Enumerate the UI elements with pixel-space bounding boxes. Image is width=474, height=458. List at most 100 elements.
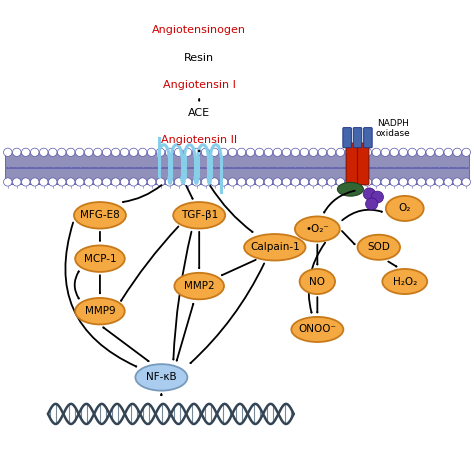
Text: MCP-1: MCP-1 [83, 254, 116, 264]
Text: MMP9: MMP9 [85, 306, 115, 316]
FancyBboxPatch shape [364, 128, 372, 148]
Circle shape [354, 178, 363, 186]
Circle shape [237, 178, 246, 186]
Text: Angiotensin II: Angiotensin II [161, 135, 237, 145]
Text: NADPH
oxidase: NADPH oxidase [375, 119, 410, 138]
Ellipse shape [292, 317, 343, 342]
FancyBboxPatch shape [357, 143, 369, 185]
Circle shape [39, 148, 48, 156]
FancyBboxPatch shape [346, 143, 357, 185]
Circle shape [228, 148, 237, 156]
Text: NO: NO [310, 277, 325, 287]
Circle shape [30, 148, 39, 156]
Circle shape [417, 148, 426, 156]
Circle shape [327, 148, 336, 156]
Circle shape [111, 178, 120, 186]
Circle shape [300, 178, 309, 186]
Circle shape [363, 148, 372, 156]
Circle shape [453, 148, 462, 156]
Text: Resin: Resin [184, 53, 214, 63]
Circle shape [210, 148, 219, 156]
Circle shape [12, 178, 21, 186]
Circle shape [219, 178, 228, 186]
Circle shape [237, 148, 246, 156]
Bar [5, 168, 469, 184]
Circle shape [219, 148, 228, 156]
Circle shape [75, 178, 84, 186]
Circle shape [12, 148, 21, 156]
Ellipse shape [75, 245, 125, 272]
Circle shape [426, 178, 435, 186]
Text: ONOO⁻: ONOO⁻ [298, 324, 337, 334]
Circle shape [426, 148, 435, 156]
Circle shape [399, 178, 408, 186]
Ellipse shape [300, 269, 335, 294]
Ellipse shape [173, 202, 225, 229]
Circle shape [93, 148, 102, 156]
Circle shape [156, 178, 165, 186]
Circle shape [345, 148, 354, 156]
Circle shape [318, 178, 327, 186]
Text: TGF-β1: TGF-β1 [181, 210, 218, 220]
FancyBboxPatch shape [353, 128, 362, 148]
Circle shape [57, 178, 66, 186]
Circle shape [273, 148, 282, 156]
Text: ACE: ACE [188, 108, 210, 118]
Circle shape [165, 178, 174, 186]
Ellipse shape [386, 196, 424, 221]
Circle shape [93, 178, 102, 186]
Circle shape [462, 178, 471, 186]
Circle shape [192, 178, 201, 186]
Circle shape [417, 178, 426, 186]
Circle shape [399, 148, 408, 156]
Circle shape [327, 178, 336, 186]
Circle shape [102, 148, 111, 156]
Circle shape [138, 148, 147, 156]
Circle shape [408, 178, 417, 186]
Text: MMP2: MMP2 [184, 281, 215, 291]
Ellipse shape [136, 364, 187, 391]
Text: MFG-E8: MFG-E8 [80, 210, 120, 220]
Circle shape [390, 148, 399, 156]
Circle shape [21, 178, 30, 186]
FancyBboxPatch shape [343, 128, 351, 148]
Circle shape [129, 148, 138, 156]
Circle shape [246, 178, 255, 186]
Text: Angiotensin I: Angiotensin I [163, 80, 236, 90]
Circle shape [444, 178, 453, 186]
Circle shape [21, 148, 30, 156]
Circle shape [462, 148, 471, 156]
Text: O₂: O₂ [399, 203, 411, 213]
Circle shape [111, 148, 120, 156]
Circle shape [336, 178, 345, 186]
Ellipse shape [295, 217, 340, 241]
Circle shape [129, 178, 138, 186]
Ellipse shape [383, 269, 427, 294]
Circle shape [84, 148, 93, 156]
Circle shape [273, 178, 282, 186]
Circle shape [30, 178, 39, 186]
Circle shape [165, 148, 174, 156]
Text: Calpain-1: Calpain-1 [250, 242, 300, 252]
Circle shape [138, 178, 147, 186]
Bar [5, 152, 469, 167]
Circle shape [381, 178, 390, 186]
Circle shape [201, 148, 210, 156]
Circle shape [156, 148, 165, 156]
Circle shape [354, 148, 363, 156]
Circle shape [309, 148, 318, 156]
Ellipse shape [75, 298, 125, 324]
Ellipse shape [357, 234, 400, 260]
Circle shape [365, 198, 378, 210]
Circle shape [345, 178, 354, 186]
Ellipse shape [174, 273, 224, 300]
Circle shape [444, 148, 453, 156]
Circle shape [75, 148, 84, 156]
Circle shape [120, 178, 129, 186]
Circle shape [255, 178, 264, 186]
Circle shape [363, 178, 372, 186]
Circle shape [39, 178, 48, 186]
Circle shape [174, 148, 183, 156]
Circle shape [435, 148, 444, 156]
Circle shape [210, 178, 219, 186]
